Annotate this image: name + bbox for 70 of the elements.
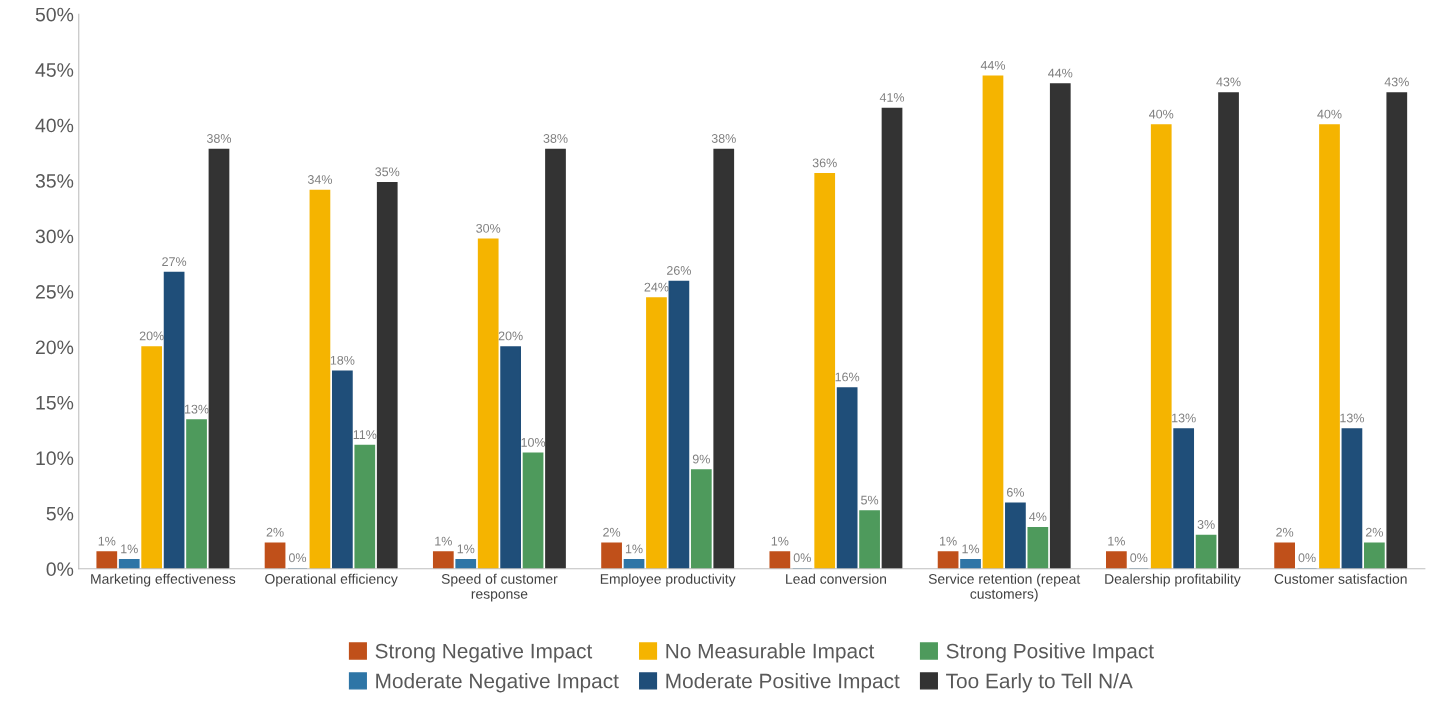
x-tick-label: Lead conversion bbox=[786, 573, 886, 584]
data-label: 1% bbox=[962, 544, 980, 554]
data-label: 2% bbox=[1276, 527, 1294, 537]
data-label: 1% bbox=[1108, 536, 1125, 546]
x-tick-label: Customer satisfaction bbox=[1274, 573, 1407, 584]
legend-label: Moderate Positive Impact bbox=[666, 673, 900, 693]
data-label: 38% bbox=[543, 134, 568, 143]
data-label: 34% bbox=[307, 175, 332, 184]
x-tick-label: Service retention (repeat customers) bbox=[928, 573, 1081, 602]
x-tick-label: Marketing effectiveness bbox=[91, 573, 236, 587]
x-tick-label: Dealership profitability bbox=[1105, 573, 1241, 587]
y-tick-label: 20% bbox=[35, 340, 74, 355]
data-label: 16% bbox=[835, 372, 860, 382]
data-label: 44% bbox=[1048, 68, 1073, 78]
y-tick-label: 10% bbox=[36, 451, 74, 466]
legend-label: Strong Positive Impact bbox=[946, 643, 1154, 663]
data-label: 2% bbox=[1365, 527, 1383, 537]
data-label: 26% bbox=[667, 266, 691, 275]
legend-label: Too Early to Tell N/A bbox=[946, 673, 1133, 693]
data-label: 36% bbox=[812, 158, 837, 168]
y-tick-label: 0% bbox=[46, 562, 74, 577]
data-label: 1% bbox=[98, 536, 116, 546]
y-tick-label: 35% bbox=[35, 174, 74, 188]
x-tick-label: Employee productivity bbox=[600, 573, 736, 587]
data-label: 30% bbox=[476, 223, 501, 233]
data-label: 27% bbox=[162, 257, 187, 266]
data-label: 1% bbox=[121, 544, 138, 554]
data-label: 1% bbox=[771, 536, 789, 546]
y-tick-label: 15% bbox=[36, 395, 74, 410]
legend-label: Strong Negative Impact bbox=[375, 643, 593, 663]
data-label: 2% bbox=[266, 527, 284, 537]
data-label: 1% bbox=[435, 536, 452, 546]
data-label: 40% bbox=[1317, 109, 1342, 119]
y-tick-label: 50% bbox=[35, 7, 74, 22]
data-label: 44% bbox=[980, 60, 1006, 70]
data-label: 20% bbox=[139, 331, 164, 341]
data-label: 40% bbox=[1149, 109, 1174, 119]
data-label: 0% bbox=[288, 553, 307, 563]
data-label: 13% bbox=[1340, 413, 1364, 423]
data-label: 38% bbox=[711, 134, 736, 143]
legend-label: Moderate Negative Impact bbox=[376, 673, 619, 693]
y-tick-label: 40% bbox=[35, 118, 74, 133]
data-label: 18% bbox=[330, 355, 355, 365]
y-tick-label: 45% bbox=[35, 63, 74, 77]
data-label: 1% bbox=[940, 536, 957, 546]
data-label: 1% bbox=[625, 544, 643, 554]
data-label: 5% bbox=[861, 495, 879, 505]
data-label: 41% bbox=[879, 93, 905, 102]
data-label: 35% bbox=[375, 167, 400, 177]
y-tick-label: 30% bbox=[35, 229, 74, 244]
x-tick-label: Speed of customer response bbox=[441, 573, 558, 602]
data-label: 4% bbox=[1029, 512, 1047, 522]
data-label: 0% bbox=[793, 553, 811, 563]
data-label: 3% bbox=[1197, 520, 1215, 529]
data-label: 0% bbox=[1298, 553, 1316, 563]
data-label: 6% bbox=[1007, 487, 1024, 497]
data-label: 43% bbox=[1216, 77, 1241, 87]
y-tick-label: 25% bbox=[35, 284, 74, 299]
data-label: 10% bbox=[521, 437, 546, 447]
x-tick-label: Operational efficiency bbox=[265, 573, 398, 587]
data-label: 43% bbox=[1384, 77, 1409, 87]
data-label: 13% bbox=[1172, 413, 1196, 423]
y-tick-label: 5% bbox=[46, 506, 74, 521]
data-label: 9% bbox=[692, 454, 710, 464]
data-label: 2% bbox=[603, 527, 621, 537]
data-label: 11% bbox=[353, 430, 377, 439]
legend-label: No Measurable Impact bbox=[666, 643, 875, 663]
data-label: 1% bbox=[457, 544, 475, 554]
data-label: 0% bbox=[1130, 553, 1148, 563]
data-label: 38% bbox=[206, 134, 232, 143]
